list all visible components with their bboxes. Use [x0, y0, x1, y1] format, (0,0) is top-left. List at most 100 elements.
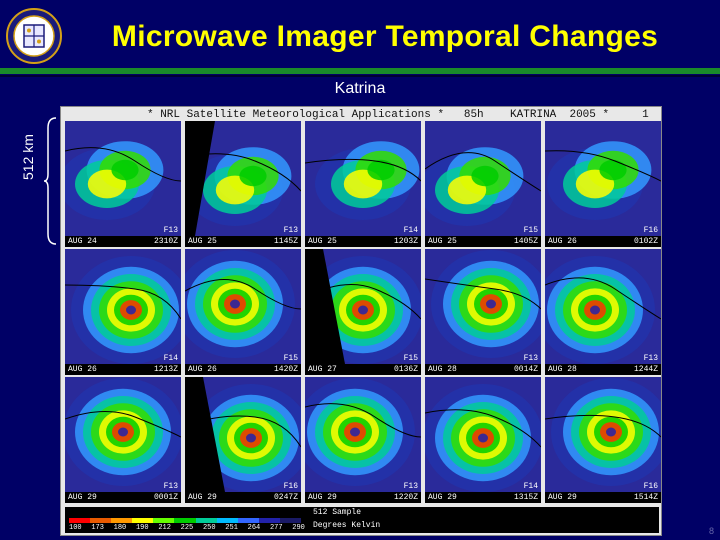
- legend-tick-label: 173: [91, 524, 104, 532]
- tile-date: AUG 25: [188, 237, 217, 246]
- tile-date: AUG 27: [308, 365, 337, 374]
- satellite-tile: F13 AUG 25 1145Z: [185, 121, 301, 247]
- satellite-tile: F13 AUG 28 1244Z: [545, 249, 661, 375]
- legend-tick-label: 250: [202, 524, 216, 532]
- microwave-image: [305, 378, 421, 486]
- scale-label: 512 km: [20, 134, 36, 180]
- slide-title: Microwave Imager Temporal Changes: [111, 20, 659, 53]
- legend-swatch: [90, 518, 112, 523]
- tile-time: 1145Z: [273, 237, 298, 246]
- legend-swatch: [132, 518, 154, 523]
- page-number: 8: [708, 526, 714, 536]
- legend-tick-label: 251: [225, 524, 238, 532]
- title-divider: [0, 68, 720, 74]
- tile-time: 0001Z: [153, 493, 178, 502]
- satellite-tile: F13 AUG 24 2310Z: [65, 121, 181, 247]
- tile-time: 1203Z: [393, 237, 418, 246]
- legend-swatch: [69, 518, 91, 523]
- tile-caption: AUG 25 1145Z: [185, 236, 301, 247]
- legend-tick-label: 264: [247, 524, 261, 532]
- satellite-tile: F16 AUG 29 1514Z: [545, 377, 661, 503]
- satellite-tile: F15 AUG 25 1405Z: [425, 121, 541, 247]
- satellite-tile: F14 AUG 29 1315Z: [425, 377, 541, 503]
- satellite-tile: F16 AUG 26 0102Z: [545, 121, 661, 247]
- microwave-image: [545, 378, 661, 486]
- tile-time: 0014Z: [513, 365, 538, 374]
- legend-swatch: [174, 518, 196, 523]
- tile-caption: AUG 26 1213Z: [65, 364, 181, 375]
- legend-swatch: [153, 518, 175, 523]
- microwave-image: [185, 377, 301, 492]
- tile-caption: AUG 24 2310Z: [65, 236, 181, 247]
- tile-date: AUG 29: [308, 493, 337, 502]
- microwave-image: [65, 141, 181, 220]
- tile-time: 1213Z: [153, 365, 178, 374]
- legend-swatch: [237, 518, 259, 523]
- microwave-image: [65, 378, 181, 486]
- legend-sample-label: 512 Sample: [313, 508, 362, 517]
- satellite-tile: F14 AUG 25 1203Z: [305, 121, 421, 247]
- legend-tick-label: 180: [113, 524, 127, 532]
- satellite-id: F13: [523, 354, 538, 363]
- tile-time: 1420Z: [273, 365, 298, 374]
- tile-date: AUG 26: [548, 237, 577, 246]
- legend-swatch: [216, 518, 238, 523]
- satellite-imagery-panel: * NRL Satellite Meteorological Applicati…: [60, 106, 662, 536]
- satellite-id: F14: [403, 226, 418, 235]
- microwave-image: [545, 141, 661, 220]
- tile-time: 0136Z: [393, 365, 418, 374]
- tile-time: 1514Z: [633, 493, 658, 502]
- scale-bracket-icon: [44, 117, 57, 245]
- satellite-tile: F15 AUG 26 1420Z: [185, 249, 301, 375]
- microwave-image: [65, 256, 181, 364]
- tile-caption: AUG 29 0247Z: [185, 492, 301, 503]
- legend-swatch: [258, 518, 280, 523]
- satellite-id: F13: [403, 482, 418, 491]
- microwave-image: [185, 121, 301, 236]
- tile-caption: AUG 26 1420Z: [185, 364, 301, 375]
- satellite-id: F13: [163, 226, 178, 235]
- tile-time: 1315Z: [513, 493, 538, 502]
- tile-date: AUG 26: [188, 365, 217, 374]
- microwave-image: [545, 256, 661, 364]
- organization-seal-logo: [6, 8, 62, 64]
- tile-date: AUG 29: [68, 493, 97, 502]
- satellite-id: F16: [643, 226, 658, 235]
- satellite-id: F14: [523, 482, 538, 491]
- microwave-image: [305, 141, 421, 220]
- tile-caption: AUG 27 0136Z: [305, 364, 421, 375]
- legend-tick-label: 190: [135, 524, 149, 532]
- tile-date: AUG 29: [548, 493, 577, 502]
- tile-caption: AUG 26 0102Z: [545, 236, 661, 247]
- legend-tick-label: 212: [158, 524, 171, 532]
- tile-time: 0247Z: [273, 493, 298, 502]
- satellite-tile: F13 AUG 29 1220Z: [305, 377, 421, 503]
- tile-time: 2310Z: [153, 237, 178, 246]
- microwave-image: [425, 147, 541, 226]
- satellite-id: F15: [283, 354, 298, 363]
- tile-time: 1220Z: [393, 493, 418, 502]
- legend-swatch: [279, 518, 302, 523]
- satellite-id: F14: [163, 354, 178, 363]
- tile-caption: AUG 28 1244Z: [545, 364, 661, 375]
- satellite-tile: F16 AUG 29 0247Z: [185, 377, 301, 503]
- microwave-image: [425, 384, 541, 492]
- satellite-tile: F14 AUG 26 1213Z: [65, 249, 181, 375]
- title-divider-shadow: [0, 75, 720, 77]
- legend-ticks: 100 173 180 190 212 225 250 251 264 277 290: [69, 524, 305, 532]
- satellite-id: F16: [643, 482, 658, 491]
- satellite-tile: F13 AUG 29 0001Z: [65, 377, 181, 503]
- temperature-legend: 512 Sample 100 173 180 190 212 225 250 251 264 27…: [65, 507, 659, 533]
- legend-tick-label: 277: [269, 524, 283, 532]
- legend-units-label: Degrees Kelvin: [313, 521, 381, 530]
- microwave-image: [305, 249, 421, 364]
- tile-caption: AUG 28 0014Z: [425, 364, 541, 375]
- imagery-header-text: * NRL Satellite Meteorological Applicati…: [147, 109, 649, 121]
- legend-tick-label: 225: [180, 524, 194, 532]
- tile-time: 0102Z: [633, 237, 658, 246]
- microwave-image: [425, 250, 541, 358]
- tile-time: 1405Z: [513, 237, 538, 246]
- tile-caption: AUG 29 1220Z: [305, 492, 421, 503]
- satellite-id: F13: [283, 226, 298, 235]
- satellite-id: F15: [403, 354, 418, 363]
